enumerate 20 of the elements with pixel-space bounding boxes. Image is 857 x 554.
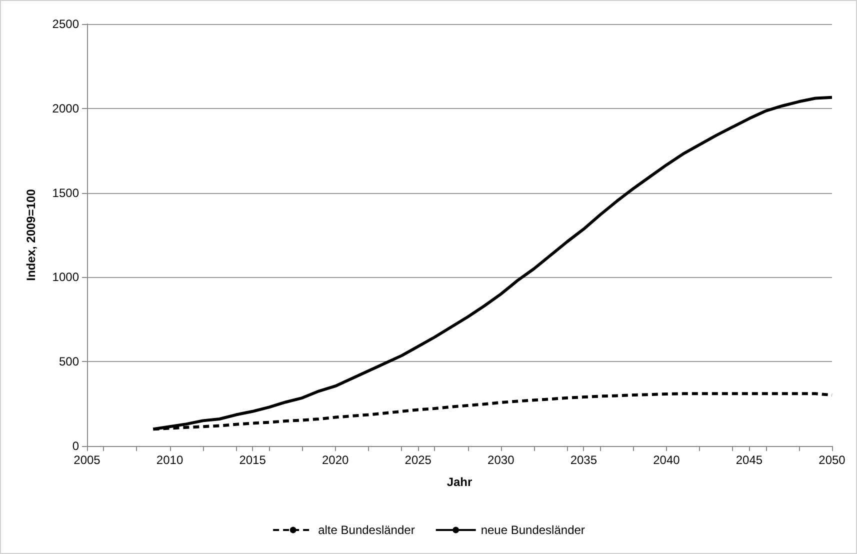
x-tick-label: 2045	[736, 453, 763, 467]
y-tick-label: 2500	[52, 17, 80, 31]
x-tick-label: 2010	[156, 453, 184, 467]
y-tick-label: 2000	[52, 101, 80, 116]
y-axis-title: Index, 2009=100	[24, 188, 38, 281]
legend-label: alte Bundesländer	[318, 523, 415, 537]
y-tick-label: 500	[58, 354, 80, 369]
x-tick-label: 2030	[488, 453, 515, 467]
x-tick-label: 2015	[239, 453, 266, 467]
y-tick-label: 1500	[52, 186, 80, 200]
y-tick-label: 0	[72, 439, 80, 453]
x-tick-label: 2050	[818, 453, 846, 467]
legend-label: neue Bundesländer	[480, 523, 585, 537]
x-tick-label: 2005	[74, 453, 101, 467]
x-axis-title: Jahr	[446, 475, 472, 489]
y-tick-label: 1000	[52, 270, 80, 284]
x-tick-label: 2040	[653, 453, 680, 467]
x-tick-label: 2035	[570, 453, 598, 467]
x-tick-label: 2020	[322, 453, 350, 467]
x-tick-label: 2025	[404, 453, 432, 467]
